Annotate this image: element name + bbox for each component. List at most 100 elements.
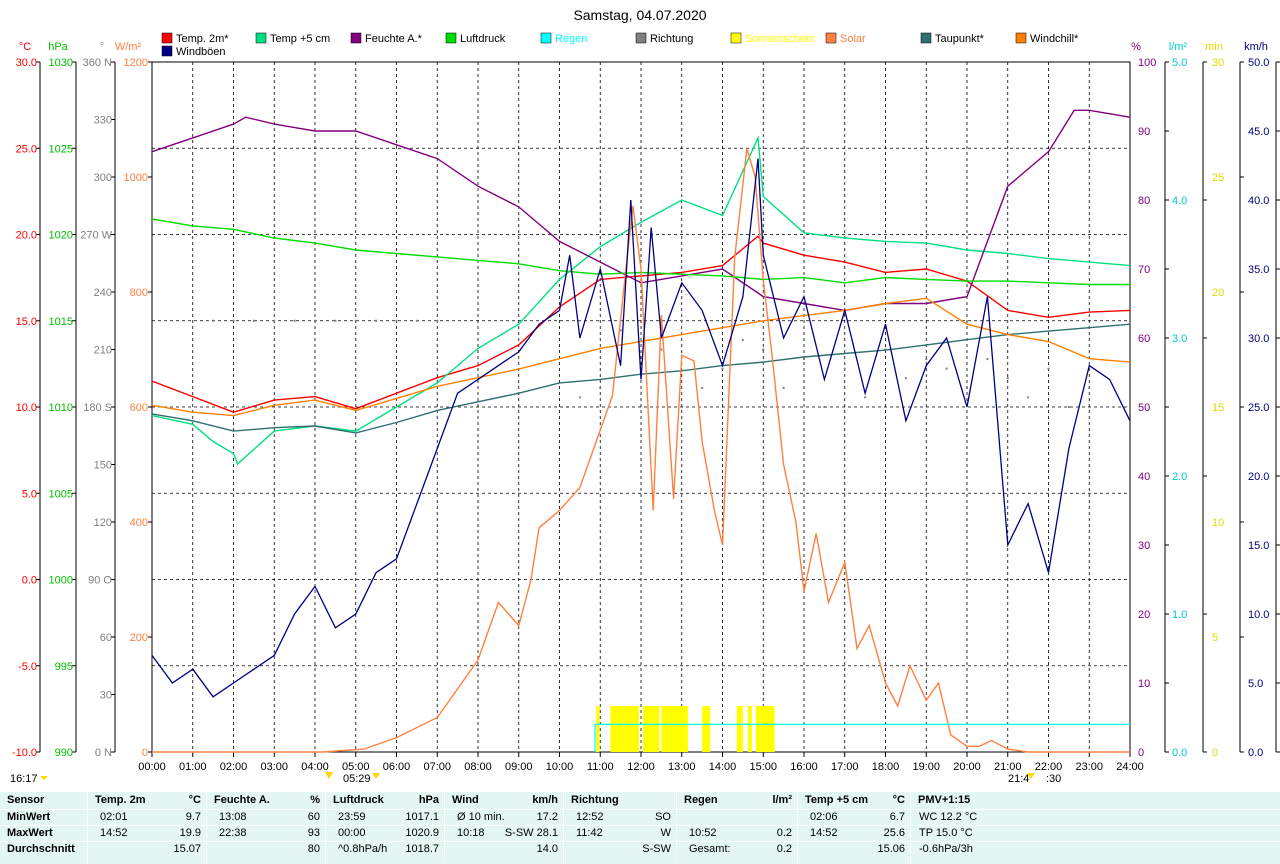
direction-point bbox=[966, 386, 968, 389]
table-column-divider bbox=[797, 792, 798, 864]
x-tick-label: 16:00 bbox=[790, 761, 818, 773]
wind-tick-label: 35.0 bbox=[1248, 264, 1269, 276]
direction-tick-label: 180 S bbox=[83, 402, 112, 414]
direction-point bbox=[395, 319, 398, 322]
wind-tick-label: 45.0 bbox=[1248, 126, 1269, 138]
regen-value: 0.2 bbox=[776, 827, 792, 839]
luftdruck-value: 1020.9 bbox=[405, 827, 439, 839]
table-header-unit: l/m² bbox=[772, 794, 792, 806]
direction-tick-label: 90 O bbox=[88, 575, 112, 587]
temp5cm-value: 15.06 bbox=[877, 843, 905, 855]
sunset-time-suffix: :30 bbox=[1046, 773, 1061, 785]
rain-unit-label: l/m² bbox=[1169, 41, 1188, 53]
x-tick-label: 02:00 bbox=[220, 761, 248, 773]
humidity-unit-label: % bbox=[1131, 41, 1141, 53]
sunshine-bar bbox=[702, 706, 711, 752]
x-tick-label: 00:00 bbox=[138, 761, 166, 773]
wind-value: 14.0 bbox=[536, 843, 558, 855]
solar-tick-label: 1200 bbox=[124, 57, 148, 69]
legend-swatch bbox=[161, 45, 173, 57]
legend-label: Windböen bbox=[176, 46, 226, 58]
temp2m-time: 14:52 bbox=[100, 827, 128, 839]
direction-point bbox=[566, 406, 569, 408]
table-row-label: MaxWert bbox=[7, 827, 53, 839]
sun-markers: 16:17 05:29 21:4:30 bbox=[10, 772, 1061, 785]
temp-tick-label: 15.0 bbox=[16, 316, 37, 328]
x-tick-label: 10:00 bbox=[546, 761, 574, 773]
table-header-unit: °C bbox=[892, 794, 905, 806]
temp-tick-label: 20.0 bbox=[16, 230, 37, 242]
direction-point bbox=[701, 386, 704, 389]
series-line-windb-en bbox=[151, 158, 1131, 698]
direction-point bbox=[1088, 386, 1091, 389]
x-tick-label: 06:00 bbox=[383, 761, 411, 773]
sunshine-bar bbox=[736, 706, 743, 752]
humidity-tick-label: 60 bbox=[1138, 333, 1150, 345]
left-axes: 30.0 25.0 20.0 15.0 10.0 5.0 0.0 -5.0 -10.0 1030 1… bbox=[12, 57, 153, 759]
table-header-label: Richtung bbox=[571, 794, 619, 806]
temp-tick-label: 25.0 bbox=[16, 143, 37, 155]
series-line-windchill bbox=[151, 297, 1131, 417]
sunshine-bars bbox=[596, 706, 775, 752]
direction-tick-label: 60 bbox=[100, 632, 112, 644]
series-lines bbox=[151, 109, 1131, 753]
direction-point bbox=[252, 319, 255, 322]
sunshine-bar bbox=[643, 706, 660, 752]
sunshine-tick-label: 5 bbox=[1212, 632, 1218, 644]
pressure-tick-label: 990 bbox=[55, 747, 73, 759]
direction-point bbox=[354, 319, 357, 322]
temp5cm-value: 25.6 bbox=[883, 827, 905, 839]
legend-item: Sonnenschein bbox=[730, 32, 815, 45]
luftdruck-value: 1017.1 bbox=[405, 811, 439, 823]
legend-item: Taupunkt* bbox=[920, 32, 985, 45]
luftdruck-time: ^0.8hPa/h bbox=[338, 843, 388, 855]
temp-tick-label: 5.0 bbox=[22, 488, 37, 500]
chart-legend: Temp. 2m* Temp +5 cm Feuchte A.* Luftdruck R… bbox=[161, 32, 1079, 58]
pressure-tick-label: 1000 bbox=[49, 575, 73, 587]
x-tick-label: 17:00 bbox=[831, 761, 859, 773]
wind-unit-label: km/h bbox=[1244, 41, 1268, 53]
pressure-tick-label: 1010 bbox=[49, 402, 73, 414]
direction-tick-label: 360 N bbox=[83, 57, 112, 69]
direction-point bbox=[1027, 396, 1030, 399]
wind-tick-label: 15.0 bbox=[1248, 540, 1269, 552]
wind-value: 17.2 bbox=[536, 811, 558, 823]
feuchte-value: 80 bbox=[307, 843, 320, 855]
regen-time: Gesamt: bbox=[689, 843, 731, 855]
table-column-divider bbox=[563, 792, 564, 864]
direction-point bbox=[619, 329, 622, 332]
legend-label: Richtung bbox=[650, 33, 693, 45]
table-header-label: Wind bbox=[452, 794, 479, 806]
legend-swatch bbox=[730, 32, 742, 44]
x-tick-label: 24:00 bbox=[1116, 761, 1144, 773]
series-line-temp-2m bbox=[151, 235, 1131, 413]
legend-label: Sonnenschein bbox=[745, 33, 815, 45]
direction-point bbox=[864, 396, 867, 399]
pmv-value: -0.6hPa/3h bbox=[919, 843, 973, 855]
x-tick-label: 22:00 bbox=[1035, 761, 1063, 773]
feuchte-value: 93 bbox=[307, 827, 320, 839]
direction-tick-label: 120 bbox=[94, 517, 112, 529]
direction-tick-label: 0 N bbox=[95, 747, 112, 759]
sunset-time: 21:4 bbox=[1008, 773, 1029, 785]
legend-swatch bbox=[825, 32, 837, 44]
sunrise-time: 05:29 bbox=[343, 773, 371, 785]
legend-item: Solar bbox=[825, 32, 866, 45]
rain-tick-label: 4.0 bbox=[1172, 195, 1187, 207]
humidity-tick-label: 70 bbox=[1138, 264, 1150, 276]
wind-tick-label: 25.0 bbox=[1248, 402, 1269, 414]
rain-tick-label: 0.0 bbox=[1172, 747, 1187, 759]
sunshine-tick-label: 30 bbox=[1212, 57, 1224, 69]
rain-tick-label: 2.0 bbox=[1172, 471, 1187, 483]
direction-scatter bbox=[212, 319, 1091, 408]
legend-swatch bbox=[161, 32, 173, 44]
legend-label: Temp +5 cm bbox=[270, 33, 330, 45]
wind-tick-label: 50.0 bbox=[1248, 57, 1269, 69]
wind-time: Ø 10 min. bbox=[457, 811, 505, 823]
direction-point bbox=[721, 367, 724, 370]
pressure-tick-label: 1005 bbox=[49, 488, 73, 500]
humidity-tick-label: 40 bbox=[1138, 471, 1150, 483]
table-header-label: Sensor bbox=[7, 794, 45, 806]
temp-tick-label: 10.0 bbox=[16, 402, 37, 414]
x-tick-label: 03:00 bbox=[260, 761, 288, 773]
